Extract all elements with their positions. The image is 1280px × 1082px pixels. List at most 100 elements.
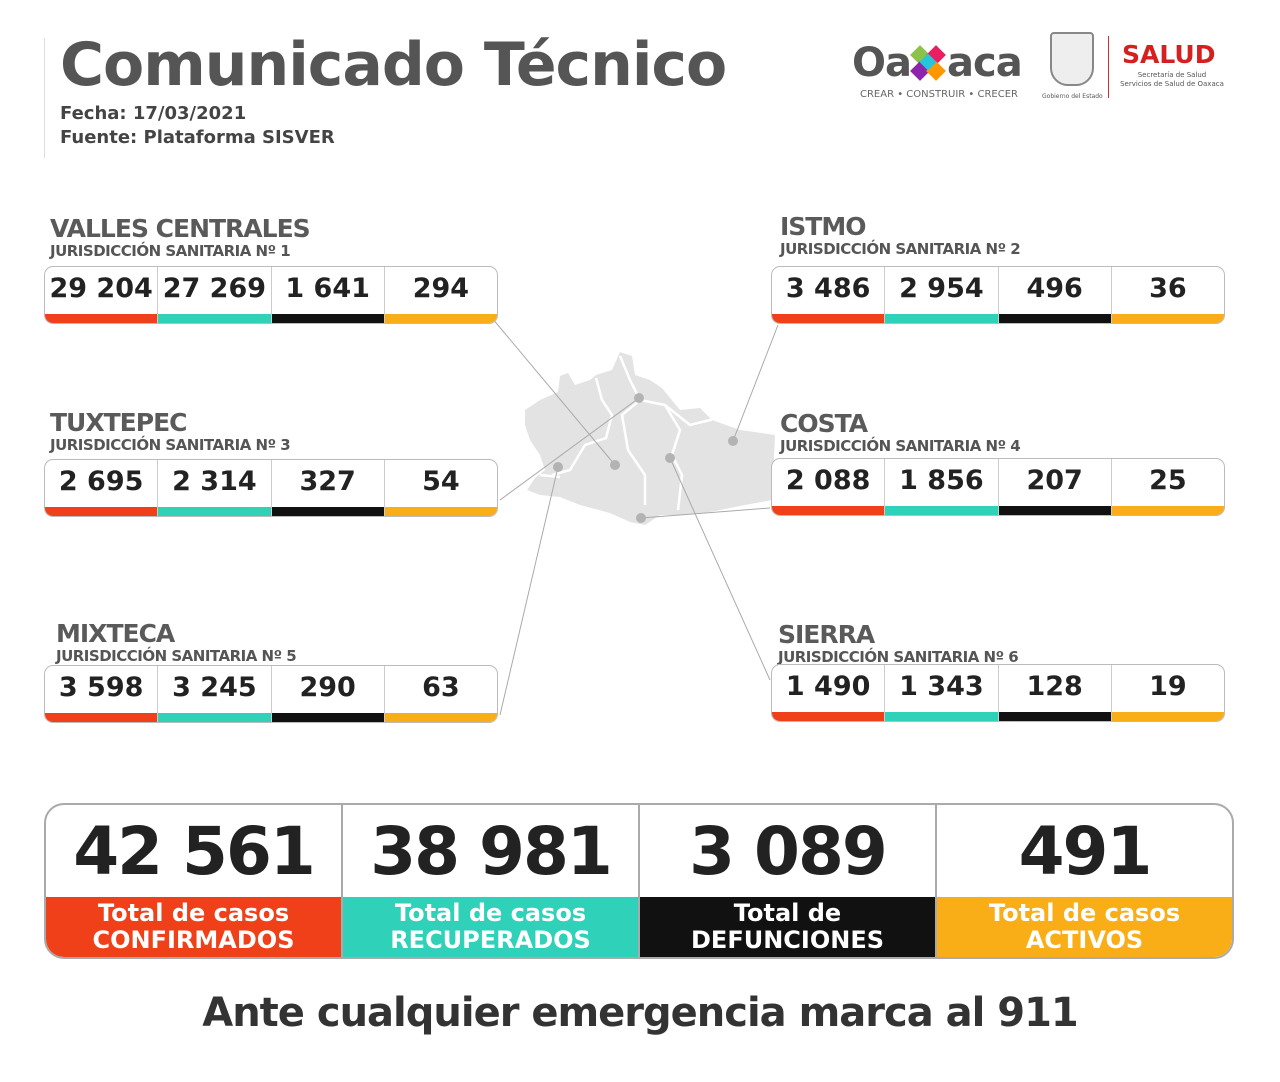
stat-confirmed: 1 490 bbox=[772, 665, 886, 721]
stat-recovered: 2 954 bbox=[885, 267, 999, 323]
stat-deaths: 207 bbox=[998, 459, 1112, 515]
page-title: Comunicado Técnico bbox=[60, 30, 727, 100]
region-jurisdiction: JURISDICCIÓN SANITARIA Nº 1 bbox=[50, 242, 291, 260]
total-label: Total de casos CONFIRMADOS bbox=[46, 897, 341, 957]
stat-color-bar bbox=[772, 314, 885, 323]
total-label-line1: Total de casos bbox=[394, 899, 587, 927]
stat-recovered: 3 245 bbox=[158, 666, 272, 722]
totals-panel: 42 561 Total de casos CONFIRMADOS 38 981 T… bbox=[44, 803, 1234, 959]
region-stats: 1 490 1 343 128 19 bbox=[771, 664, 1225, 722]
stat-deaths: 1 641 bbox=[271, 267, 385, 323]
region-name: VALLES CENTRALES bbox=[50, 214, 311, 243]
stat-color-bar bbox=[158, 507, 271, 516]
stat-value: 294 bbox=[412, 273, 470, 304]
total-label: Total de casos RECUPERADOS bbox=[343, 897, 638, 957]
stat-color-bar bbox=[271, 713, 384, 722]
stat-color-bar bbox=[1111, 314, 1224, 323]
stat-color-bar bbox=[158, 713, 271, 722]
stat-color-bar bbox=[158, 314, 271, 323]
total-active: 491 Total de casos ACTIVOS bbox=[937, 805, 1232, 957]
salud-subtitle-2: Servicios de Salud de Oaxaca bbox=[1120, 80, 1224, 88]
total-label: Total de DEFUNCIONES bbox=[640, 897, 935, 957]
stat-value: 1 343 bbox=[899, 671, 984, 702]
stat-value: 2 954 bbox=[899, 273, 984, 304]
stat-color-bar bbox=[271, 314, 384, 323]
stat-confirmed: 3 486 bbox=[772, 267, 886, 323]
stat-value: 54 bbox=[422, 466, 460, 497]
stat-recovered: 27 269 bbox=[158, 267, 272, 323]
stat-value: 496 bbox=[1026, 273, 1083, 304]
oaxaca-logo: Oa aca bbox=[852, 40, 1023, 86]
region-name: ISTMO bbox=[780, 212, 866, 241]
stat-value: 19 bbox=[1149, 671, 1187, 702]
marker-sierra bbox=[665, 453, 675, 463]
stat-active: 36 bbox=[1111, 267, 1224, 323]
stat-color-bar bbox=[998, 314, 1111, 323]
region-markers bbox=[553, 393, 738, 523]
coat-of-arms-icon bbox=[1050, 32, 1094, 86]
total-confirmed: 42 561 Total de casos CONFIRMADOS bbox=[46, 805, 343, 957]
total-label-line2: DEFUNCIONES bbox=[691, 926, 884, 954]
region-stats: 3 598 3 245 290 63 bbox=[44, 665, 498, 723]
stat-active: 19 bbox=[1111, 665, 1224, 721]
total-deaths: 3 089 Total de DEFUNCIONES bbox=[640, 805, 937, 957]
header-divider bbox=[44, 38, 45, 158]
stat-value: 2 695 bbox=[58, 466, 144, 497]
stat-value: 1 641 bbox=[285, 273, 370, 304]
total-label-line1: Total de casos bbox=[988, 899, 1181, 927]
marker-istmo bbox=[728, 436, 738, 446]
marker-tuxtepec bbox=[634, 393, 644, 403]
total-label-line1: Total de casos bbox=[97, 899, 290, 927]
stat-confirmed: 2 088 bbox=[772, 459, 886, 515]
stat-color-bar bbox=[384, 507, 497, 516]
region-jurisdiction: JURISDICCIÓN SANITARIA Nº 6 bbox=[778, 648, 1019, 666]
stat-color-bar bbox=[885, 712, 998, 721]
stat-value: 2 088 bbox=[785, 465, 871, 496]
stat-value: 63 bbox=[422, 672, 460, 703]
stat-value: 3 486 bbox=[785, 273, 871, 304]
region-jurisdiction: JURISDICCIÓN SANITARIA Nº 3 bbox=[50, 436, 291, 454]
region-jurisdiction: JURISDICCIÓN SANITARIA Nº 2 bbox=[780, 240, 1021, 258]
state-outline bbox=[525, 352, 775, 525]
stat-color-bar bbox=[384, 713, 497, 722]
stat-confirmed: 2 695 bbox=[45, 460, 159, 516]
stat-active: 294 bbox=[384, 267, 497, 323]
stat-value: 128 bbox=[1026, 671, 1083, 702]
region-stats: 2 088 1 856 207 25 bbox=[771, 458, 1225, 516]
stat-color-bar bbox=[271, 507, 384, 516]
stat-color-bar bbox=[1111, 506, 1224, 515]
region-jurisdiction: JURISDICCIÓN SANITARIA Nº 5 bbox=[56, 647, 297, 665]
total-label-line2: CONFIRMADOS bbox=[92, 926, 295, 954]
stat-color-bar bbox=[45, 507, 158, 516]
total-recovered: 38 981 Total de casos RECUPERADOS bbox=[343, 805, 640, 957]
marker-mixteca bbox=[553, 462, 563, 472]
connector-lines bbox=[491, 317, 779, 716]
stat-value: 3 598 bbox=[58, 672, 144, 703]
total-label-line2: ACTIVOS bbox=[1025, 926, 1144, 954]
stat-color-bar bbox=[45, 713, 158, 722]
region-name: TUXTEPEC bbox=[50, 408, 188, 437]
stat-color-bar bbox=[772, 712, 885, 721]
stat-deaths: 327 bbox=[271, 460, 385, 516]
salud-logo: SALUD bbox=[1122, 40, 1216, 69]
stat-value: 290 bbox=[299, 672, 356, 703]
stat-color-bar bbox=[885, 506, 998, 515]
marker-valles bbox=[610, 460, 620, 470]
stat-value: 207 bbox=[1026, 465, 1083, 496]
stat-recovered: 2 314 bbox=[158, 460, 272, 516]
region-name: MIXTECA bbox=[56, 619, 175, 648]
stat-color-bar bbox=[885, 314, 998, 323]
total-value: 38 981 bbox=[370, 812, 613, 890]
stat-value: 29 204 bbox=[49, 273, 153, 304]
region-name: SIERRA bbox=[778, 620, 875, 649]
total-label-line1: Total de bbox=[733, 899, 842, 927]
stat-deaths: 128 bbox=[998, 665, 1112, 721]
stat-value: 3 245 bbox=[172, 672, 257, 703]
region-stats: 29 204 27 269 1 641 294 bbox=[44, 266, 498, 324]
stat-active: 54 bbox=[384, 460, 497, 516]
logo-divider bbox=[1108, 36, 1109, 98]
stat-recovered: 1 343 bbox=[885, 665, 999, 721]
stat-recovered: 1 856 bbox=[885, 459, 999, 515]
total-label: Total de casos ACTIVOS bbox=[937, 897, 1232, 957]
